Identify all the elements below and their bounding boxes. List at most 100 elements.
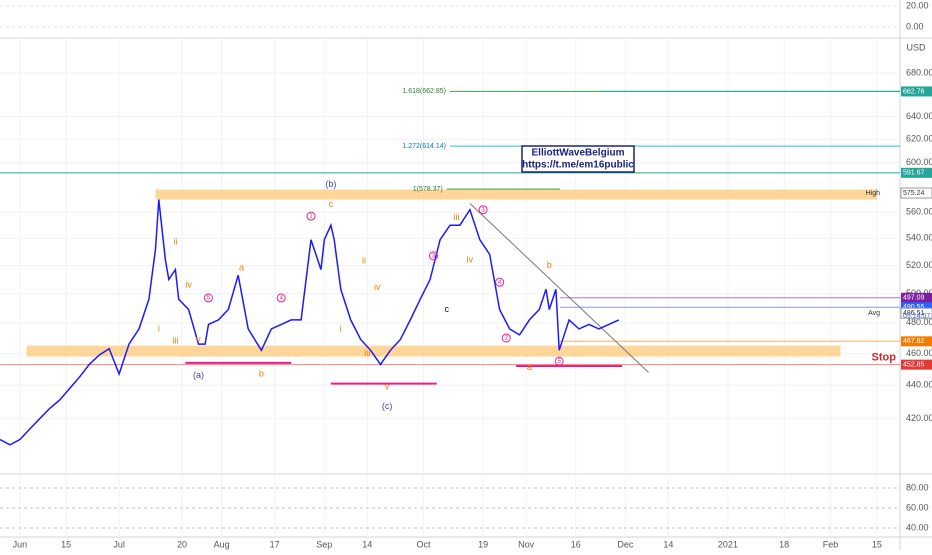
wave-label: i bbox=[158, 323, 160, 333]
price-tag-value: 497.09 bbox=[903, 295, 925, 302]
price-tag bbox=[901, 302, 932, 313]
wave-label: b bbox=[259, 368, 264, 378]
wave-label: v bbox=[385, 381, 390, 391]
wave-label: v bbox=[196, 334, 201, 344]
x-tick-label: 14 bbox=[362, 539, 372, 549]
wave-label: 2 bbox=[505, 336, 509, 342]
price-tag-value: 575.24 bbox=[903, 190, 925, 197]
x-tick-label: Jul bbox=[113, 539, 125, 549]
y-tick-label: 620.00 bbox=[906, 134, 932, 144]
fib-label: 1.272(614.14) bbox=[402, 143, 446, 150]
wave-label: (a) bbox=[193, 370, 204, 380]
info-text: https://t.me/em16public bbox=[522, 160, 634, 171]
x-tick-label: 19 bbox=[478, 539, 488, 549]
wave-circle bbox=[306, 211, 316, 221]
wave-label: b bbox=[547, 260, 552, 270]
price-tag bbox=[901, 167, 932, 178]
wave-label: iv bbox=[467, 254, 474, 264]
y-tick-label: 640.00 bbox=[906, 111, 932, 121]
price-tag bbox=[900, 187, 932, 199]
x-tick-label: Aug bbox=[214, 539, 230, 549]
y-tick-label: 460.00 bbox=[906, 348, 932, 358]
price-tag-value: 591.67 bbox=[903, 170, 925, 177]
countdown: 05:14:07 bbox=[903, 313, 930, 320]
wave-label: 4 bbox=[498, 280, 502, 286]
price-tag bbox=[900, 307, 932, 319]
macd-tick-label: 0.00 bbox=[906, 21, 924, 31]
info-text: ElliottWaveBelgium bbox=[532, 148, 625, 159]
price-tag bbox=[901, 336, 932, 347]
wave-circle bbox=[554, 356, 564, 366]
macd-tick-label: 20.00 bbox=[906, 0, 929, 10]
y-tick-label: 680.00 bbox=[906, 67, 932, 77]
wave-label: ii bbox=[173, 237, 177, 247]
info-box bbox=[521, 145, 635, 173]
wave-label: a bbox=[239, 263, 244, 273]
wave-label: iii bbox=[172, 335, 178, 345]
price-tag-name: Avg bbox=[868, 310, 880, 317]
wave-label: a bbox=[527, 362, 532, 372]
fib-label: 1.618(662.85) bbox=[402, 88, 446, 95]
wave-label: iv bbox=[185, 279, 192, 289]
wave-circle bbox=[501, 333, 511, 343]
wave-circle bbox=[495, 277, 505, 287]
wave-circle bbox=[276, 293, 286, 303]
wave-circle bbox=[478, 205, 488, 215]
wave-label: i bbox=[340, 323, 342, 333]
price-tag-name: High bbox=[866, 190, 881, 197]
price-tag-value: 490.55 bbox=[903, 304, 925, 311]
wave-label: (c) bbox=[382, 401, 393, 411]
y-tick-label: 560.00 bbox=[906, 207, 932, 217]
price-tag-value: 467.82 bbox=[903, 338, 925, 345]
x-tick-label: Oct bbox=[417, 539, 432, 549]
y-tick-label: 480.00 bbox=[906, 317, 932, 327]
x-tick-label: Dec bbox=[617, 539, 634, 549]
y-tick-label: 540.00 bbox=[906, 233, 932, 243]
zone bbox=[155, 189, 877, 200]
zone bbox=[26, 345, 841, 357]
x-tick-label: 14 bbox=[663, 539, 673, 549]
price-tag-value: 452.85 bbox=[903, 361, 925, 368]
price-tag bbox=[901, 359, 932, 370]
price-tag-value: 486.51 bbox=[903, 310, 925, 317]
x-tick-label: 17 bbox=[270, 539, 280, 549]
wave-label: iii bbox=[454, 212, 460, 222]
rsi-tick-label: 40.00 bbox=[906, 522, 929, 532]
wave-label: c bbox=[329, 199, 334, 209]
currency-label: USD bbox=[906, 42, 926, 52]
wave-circle bbox=[428, 251, 438, 261]
trendline bbox=[469, 203, 649, 373]
x-tick-label: 16 bbox=[571, 539, 581, 549]
x-tick-label: Nov bbox=[518, 539, 535, 549]
x-tick-label: 2021 bbox=[718, 539, 738, 549]
x-tick-label: Sep bbox=[316, 539, 332, 549]
wave-label: iii bbox=[364, 348, 370, 358]
fib-label: 1(578.37) bbox=[413, 186, 443, 193]
wave-label: iv bbox=[374, 282, 381, 292]
wave-label: 5 bbox=[558, 359, 562, 365]
x-tick-label: 15 bbox=[61, 539, 71, 549]
rsi-tick-label: 80.00 bbox=[906, 482, 929, 492]
price-tag-value: 662.76 bbox=[903, 88, 925, 95]
y-tick-label: 520.00 bbox=[906, 260, 932, 270]
price-line bbox=[0, 199, 620, 446]
rsi-tick-label: 60.00 bbox=[906, 502, 929, 512]
wave-circle bbox=[203, 293, 213, 303]
stop-label: Stop bbox=[872, 352, 897, 364]
x-tick-label: 18 bbox=[779, 539, 789, 549]
wave-label: 5 bbox=[207, 295, 211, 301]
wave-label: 3 bbox=[481, 207, 485, 213]
wave-label: ii bbox=[362, 256, 366, 266]
wave-label: c bbox=[444, 304, 449, 314]
wave-label: 3 bbox=[432, 253, 436, 259]
x-tick-label: Jun bbox=[13, 539, 28, 549]
wave-label: 4 bbox=[280, 295, 284, 301]
x-tick-label: 15 bbox=[872, 539, 882, 549]
x-tick-label: Feb bbox=[823, 539, 839, 549]
wave-label: (b) bbox=[325, 179, 336, 189]
y-tick-label: 600.00 bbox=[906, 157, 932, 167]
y-tick-label: 420.00 bbox=[906, 413, 932, 423]
price-tag bbox=[901, 292, 932, 303]
